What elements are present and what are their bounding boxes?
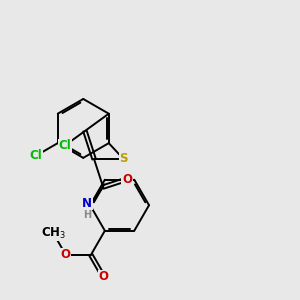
Text: N: N xyxy=(82,197,92,210)
Text: Cl: Cl xyxy=(30,149,43,162)
Text: O: O xyxy=(122,173,132,186)
Text: H: H xyxy=(83,210,91,220)
Text: S: S xyxy=(119,152,128,166)
Text: Cl: Cl xyxy=(58,139,71,152)
Text: O: O xyxy=(98,270,108,283)
Text: O: O xyxy=(61,248,71,261)
Text: CH$_3$: CH$_3$ xyxy=(41,226,66,241)
